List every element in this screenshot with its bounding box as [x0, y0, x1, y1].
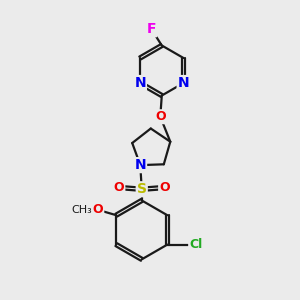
Text: N: N	[134, 76, 146, 90]
Text: O: O	[114, 181, 124, 194]
Text: F: F	[147, 22, 156, 36]
Text: O: O	[155, 110, 166, 123]
Text: O: O	[159, 181, 170, 194]
Text: S: S	[137, 182, 147, 196]
Text: Cl: Cl	[189, 238, 203, 251]
Text: O: O	[93, 203, 103, 216]
Text: N: N	[134, 158, 146, 172]
Text: N: N	[178, 76, 189, 90]
Text: CH₃: CH₃	[71, 206, 92, 215]
